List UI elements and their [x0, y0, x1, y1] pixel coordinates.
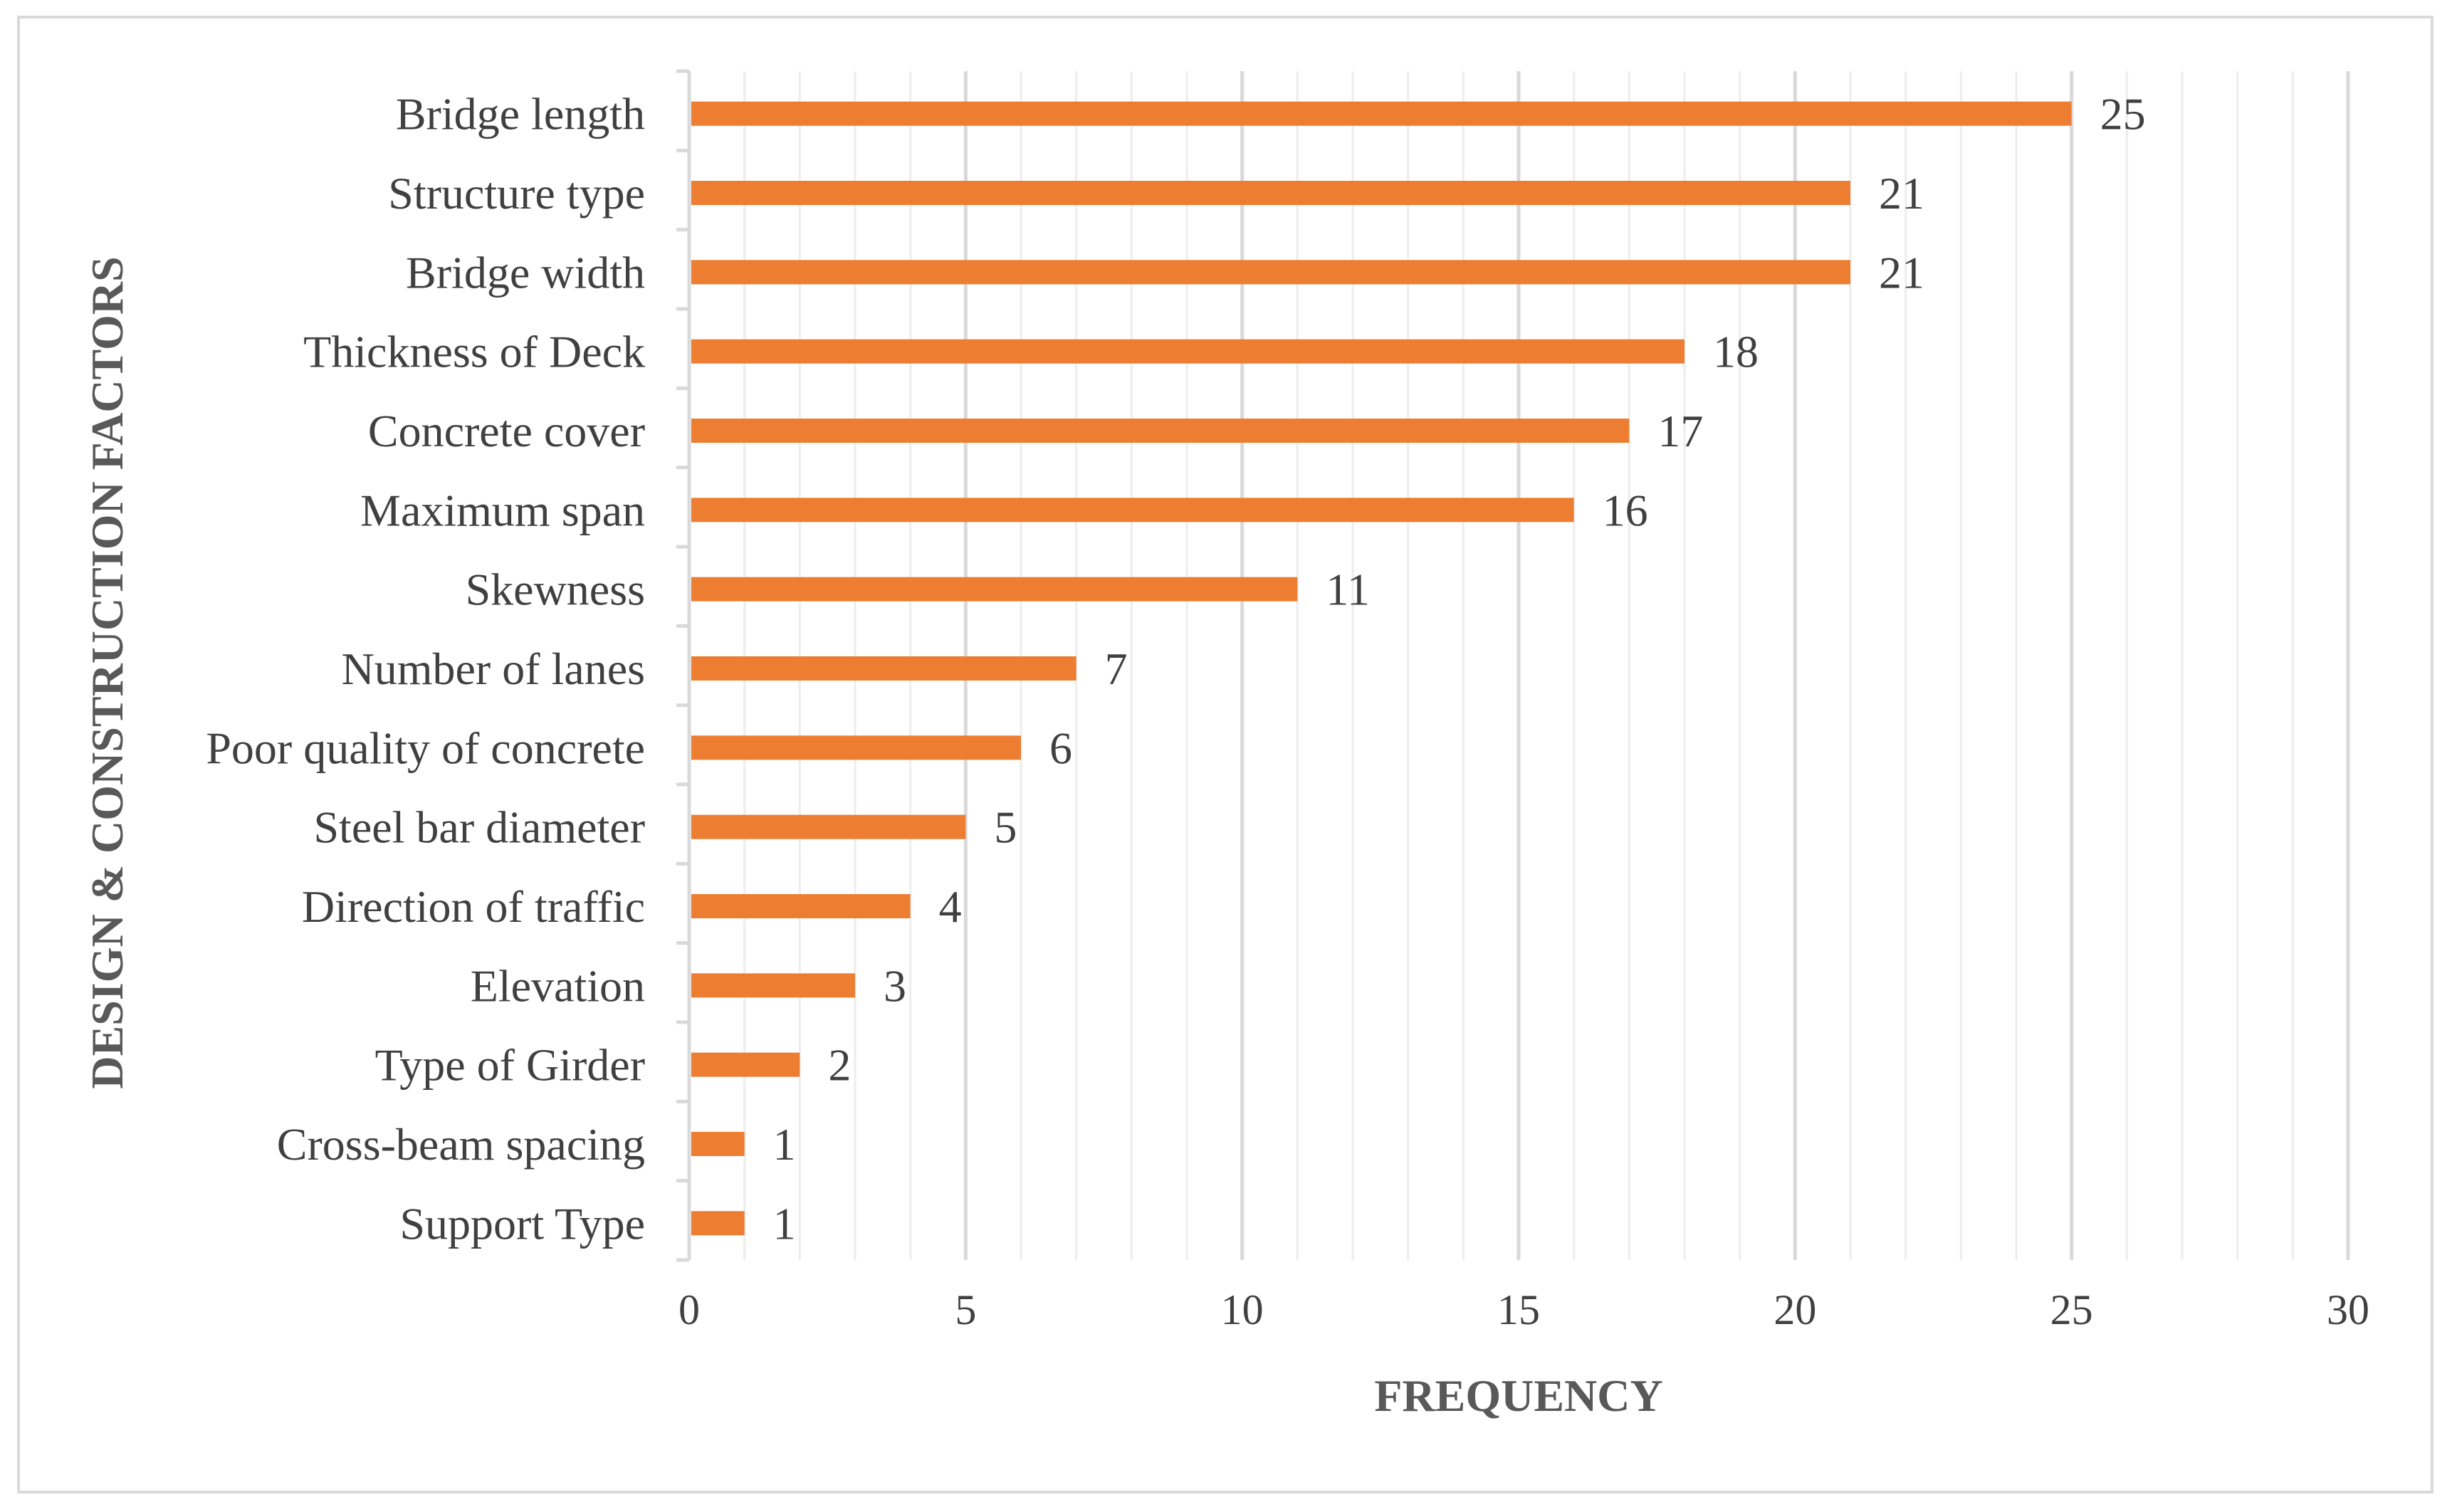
- category-label: Maximum span: [360, 485, 645, 535]
- bar: [691, 339, 1685, 364]
- data-label: 2: [828, 1040, 851, 1091]
- bar: [691, 1052, 800, 1077]
- x-axis-title: FREQUENCY: [1374, 1370, 1662, 1421]
- x-tick-label: 10: [1221, 1286, 1264, 1333]
- data-label: 5: [994, 802, 1017, 853]
- x-tick-label: 0: [679, 1286, 700, 1333]
- category-label: Type of Girder: [375, 1040, 645, 1091]
- data-label: 21: [1879, 168, 1924, 219]
- y-axis-title: DESIGN & CONSTRUCTION FACTORS: [82, 256, 132, 1088]
- category-label: Poor quality of concrete: [206, 723, 645, 773]
- category-label: Elevation: [471, 960, 645, 1011]
- bar: [691, 656, 1076, 681]
- data-label: 4: [939, 881, 962, 932]
- x-tick-label: 25: [2050, 1286, 2093, 1333]
- bar: [691, 735, 1021, 760]
- bar: [691, 894, 911, 918]
- category-label: Bridge width: [406, 247, 645, 298]
- category-label: Support Type: [399, 1198, 645, 1249]
- data-label: 11: [1326, 565, 1370, 615]
- category-label: Steel bar diameter: [313, 802, 645, 853]
- x-tick-label: 5: [955, 1286, 976, 1333]
- category-label: Skewness: [466, 565, 645, 615]
- bar: [691, 577, 1298, 602]
- category-label: Structure type: [388, 168, 645, 219]
- category-label: Concrete cover: [368, 406, 645, 456]
- bar: [691, 101, 2072, 126]
- category-label: Cross-beam spacing: [277, 1119, 645, 1170]
- bar: [691, 973, 855, 998]
- bar: [691, 498, 1574, 523]
- data-label: 18: [1713, 327, 1759, 377]
- bar: [691, 1211, 745, 1236]
- data-label: 1: [773, 1198, 796, 1249]
- data-label: 21: [1879, 247, 1924, 298]
- category-label: Thickness of Deck: [303, 327, 645, 377]
- category-label: Number of lanes: [341, 644, 645, 694]
- axes: [676, 69, 691, 1262]
- bar: [691, 1132, 745, 1156]
- bar: [691, 814, 966, 839]
- x-tick-label: 15: [1497, 1286, 1540, 1333]
- x-tick-label: 20: [1773, 1286, 1816, 1333]
- data-label: 1: [773, 1119, 796, 1170]
- data-label: 16: [1603, 485, 1648, 535]
- category-label: Bridge length: [396, 89, 645, 140]
- bar: [691, 260, 1850, 285]
- x-tick-label: 30: [2327, 1286, 2369, 1333]
- data-label: 6: [1049, 723, 1072, 773]
- data-label: 17: [1657, 406, 1703, 456]
- data-label: 25: [2100, 89, 2146, 140]
- bar: [691, 181, 1850, 205]
- data-label: 7: [1105, 644, 1128, 694]
- bars: [691, 101, 2072, 1236]
- bar: [691, 419, 1630, 443]
- data-label: 3: [884, 960, 906, 1011]
- category-label: Direction of traffic: [302, 881, 645, 932]
